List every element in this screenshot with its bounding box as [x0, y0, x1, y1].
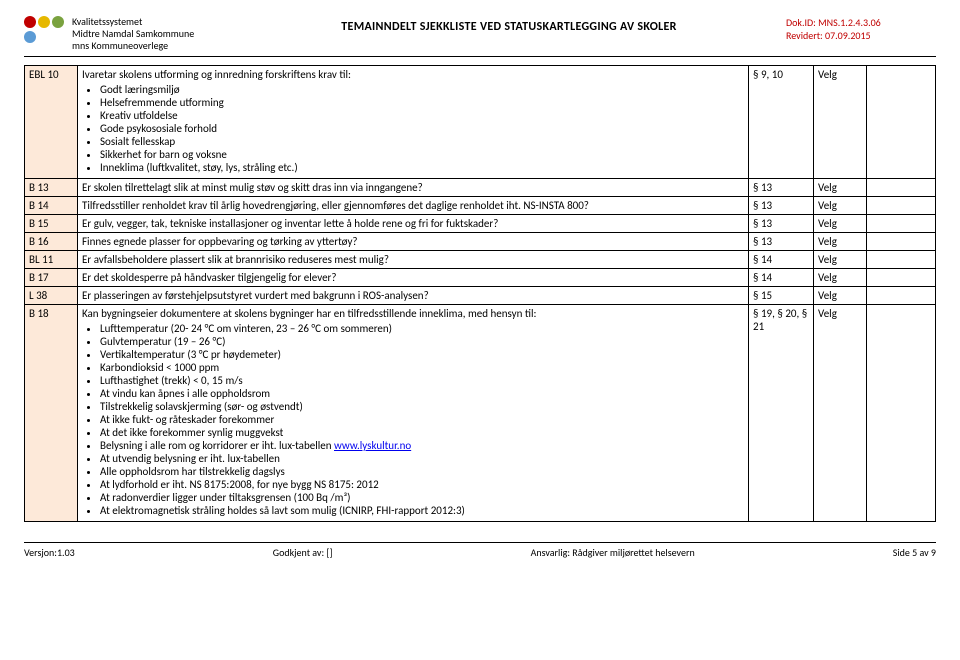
row-velg: Velg — [814, 287, 867, 305]
row-desc: Er plasseringen av førstehjelpsutstyret … — [78, 287, 749, 305]
row-blank — [867, 251, 936, 269]
table-row: BL 11 Er avfallsbeholdere plassert slik … — [25, 251, 936, 269]
row-velg: Velg — [814, 66, 867, 179]
row-desc: Ivaretar skolens utforming og innredning… — [78, 66, 749, 179]
row-code: B 16 — [25, 233, 78, 251]
lyskultur-link[interactable]: www.lyskultur.no — [334, 439, 411, 452]
row-blank — [867, 197, 936, 215]
row-desc: Er skolen tilrettelagt slik at minst mul… — [78, 179, 749, 197]
row-velg: Velg — [814, 305, 867, 522]
table-row: B 17 Er det skoldesperre på håndvasker t… — [25, 269, 936, 287]
list-item: Vertikaltemperatur (3 °C pr høydemeter) — [100, 348, 744, 361]
list-item: Karbondioksid < 1000 ppm — [100, 361, 744, 374]
list-item: Helsefremmende utforming — [100, 96, 744, 109]
header-title: TEMAINNDELT SJEKKLISTE VED STATUSKARTLEG… — [232, 16, 786, 34]
page-footer: Versjon:1.03 Godkjent av: [] Ansvarlig: … — [24, 542, 936, 559]
row-velg: Velg — [814, 215, 867, 233]
doc-id: Dok.ID: MNS.1.2.4.3.06 — [786, 16, 936, 29]
row-blank — [867, 66, 936, 179]
row-velg: Velg — [814, 233, 867, 251]
row-code: B 15 — [25, 215, 78, 233]
footer-page: Side 5 av 9 — [893, 546, 936, 559]
list-item: At elektromagnetisk stråling holdes så l… — [100, 504, 744, 517]
table-row: B 13 Er skolen tilrettelagt slik at mins… — [25, 179, 936, 197]
table-row: L 38 Er plasseringen av førstehjelpsutst… — [25, 287, 936, 305]
row-blank — [867, 179, 936, 197]
row-blank — [867, 287, 936, 305]
logo — [24, 16, 64, 44]
table-row: EBL 10 Ivaretar skolens utforming og inn… — [25, 66, 936, 179]
row-desc: Kan bygningseier dokumentere at skolens … — [78, 305, 749, 522]
table-row: B 16 Finnes egnede plasser for oppbevari… — [25, 233, 936, 251]
list-item: Lufthastighet (trekk) < 0, 15 m/s — [100, 374, 744, 387]
row-desc: Er avfallsbeholdere plassert slik at bra… — [78, 251, 749, 269]
list-item: At lydforhold er iht. NS 8175:2008, for … — [100, 478, 744, 491]
footer-approved: Godkjent av: [] — [273, 546, 333, 559]
row-blank — [867, 215, 936, 233]
row-desc: Er det skoldesperre på håndvasker tilgje… — [78, 269, 749, 287]
list-item: At ikke fukt- og råteskader forekommer — [100, 413, 744, 426]
row-desc: Er gulv, vegger, tak, tekniske installas… — [78, 215, 749, 233]
table-row: B 14 Tilfredsstiller renholdet krav til … — [25, 197, 936, 215]
bullet-list: Lufttemperatur (20- 24 °C om vinteren, 2… — [100, 322, 744, 517]
checklist-table: EBL 10 Ivaretar skolens utforming og inn… — [24, 65, 936, 522]
row-ref: § 13 — [749, 233, 814, 251]
row-ref: § 19, § 20, § 21 — [749, 305, 814, 522]
row-code: B 14 — [25, 197, 78, 215]
row-blank — [867, 269, 936, 287]
row-ref: § 13 — [749, 215, 814, 233]
row-code: B 18 — [25, 305, 78, 522]
list-item: Belysning i alle rom og korridorer er ih… — [100, 439, 744, 452]
list-item: Lufttemperatur (20- 24 °C om vinteren, 2… — [100, 322, 744, 335]
row-velg: Velg — [814, 179, 867, 197]
list-item: Godt læringsmiljø — [100, 83, 744, 96]
row-code: B 13 — [25, 179, 78, 197]
header-left: Kvalitetssystemet Midtre Namdal Samkommu… — [72, 16, 232, 52]
row-desc: Tilfredsstiller renholdet krav til årlig… — [78, 197, 749, 215]
row-ref: § 14 — [749, 269, 814, 287]
row-desc: Finnes egnede plasser for oppbevaring og… — [78, 233, 749, 251]
row-code: B 17 — [25, 269, 78, 287]
list-item: Gode psykososiale forhold — [100, 122, 744, 135]
list-item-pre: Belysning i alle rom og korridorer er ih… — [100, 439, 334, 452]
bullet-list: Godt læringsmiljø Helsefremmende utformi… — [100, 83, 744, 174]
list-item: Inneklima (luftkvalitet, støy, lys, strå… — [100, 161, 744, 174]
row-ref: § 13 — [749, 179, 814, 197]
footer-responsible: Ansvarlig: Rådgiver miljørettet helsever… — [531, 546, 695, 559]
page-header: Kvalitetssystemet Midtre Namdal Samkommu… — [24, 16, 936, 57]
row-intro: Kan bygningseier dokumentere at skolens … — [82, 307, 536, 320]
list-item: Kreativ utfoldelse — [100, 109, 744, 122]
list-item: At utvendig belysning er iht. lux-tabell… — [100, 452, 744, 465]
list-item: Sikkerhet for barn og voksne — [100, 148, 744, 161]
row-ref: § 9, 10 — [749, 66, 814, 179]
row-code: L 38 — [25, 287, 78, 305]
list-item: Alle oppholdsrom har tilstrekkelig dagsl… — [100, 465, 744, 478]
row-intro: Ivaretar skolens utforming og innredning… — [82, 68, 351, 81]
footer-version: Versjon:1.03 — [24, 546, 75, 559]
list-item: At radonverdier ligger under tiltaksgren… — [100, 491, 744, 504]
row-code: EBL 10 — [25, 66, 78, 179]
table-row: B 18 Kan bygningseier dokumentere at sko… — [25, 305, 936, 522]
row-ref: § 13 — [749, 197, 814, 215]
row-velg: Velg — [814, 251, 867, 269]
row-blank — [867, 305, 936, 522]
row-velg: Velg — [814, 197, 867, 215]
list-item: At vindu kan åpnes i alle oppholdsrom — [100, 387, 744, 400]
list-item: Tilstrekkelig solavskjerming (sør- og øs… — [100, 400, 744, 413]
list-item: At det ikke forekommer synlig muggvekst — [100, 426, 744, 439]
row-blank — [867, 233, 936, 251]
list-item: Gulvtemperatur (19 – 26 °C) — [100, 335, 744, 348]
row-ref: § 14 — [749, 251, 814, 269]
revised-date: Revidert: 07.09.2015 — [786, 29, 936, 42]
list-item: Sosialt fellesskap — [100, 135, 744, 148]
header-left-line3: mns Kommuneoverlege — [72, 40, 232, 52]
table-row: B 15 Er gulv, vegger, tak, tekniske inst… — [25, 215, 936, 233]
row-ref: § 15 — [749, 287, 814, 305]
header-right: Dok.ID: MNS.1.2.4.3.06 Revidert: 07.09.2… — [786, 16, 936, 42]
row-code: BL 11 — [25, 251, 78, 269]
row-velg: Velg — [814, 269, 867, 287]
